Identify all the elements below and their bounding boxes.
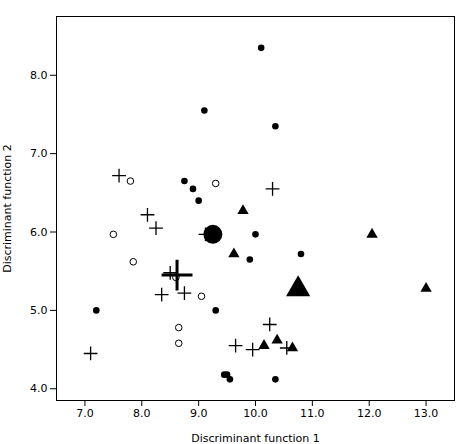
- svg-text:7.0: 7.0: [76, 407, 94, 420]
- svg-text:4.0: 4.0: [30, 382, 48, 395]
- svg-text:5.0: 5.0: [30, 304, 48, 317]
- svg-text:8.0: 8.0: [30, 69, 48, 82]
- svg-text:7.0: 7.0: [30, 147, 48, 160]
- svg-text:12.0: 12.0: [357, 407, 382, 420]
- svg-text:13.0: 13.0: [414, 407, 439, 420]
- svg-text:10.0: 10.0: [243, 407, 268, 420]
- svg-text:8.0: 8.0: [133, 407, 151, 420]
- svg-text:Discriminant function 1: Discriminant function 1: [191, 432, 320, 444]
- svg-text:9.0: 9.0: [190, 407, 208, 420]
- svg-text:11.0: 11.0: [300, 407, 325, 420]
- svg-text:Discriminant function 2: Discriminant function 2: [1, 144, 14, 273]
- svg-text:6.0: 6.0: [30, 226, 48, 239]
